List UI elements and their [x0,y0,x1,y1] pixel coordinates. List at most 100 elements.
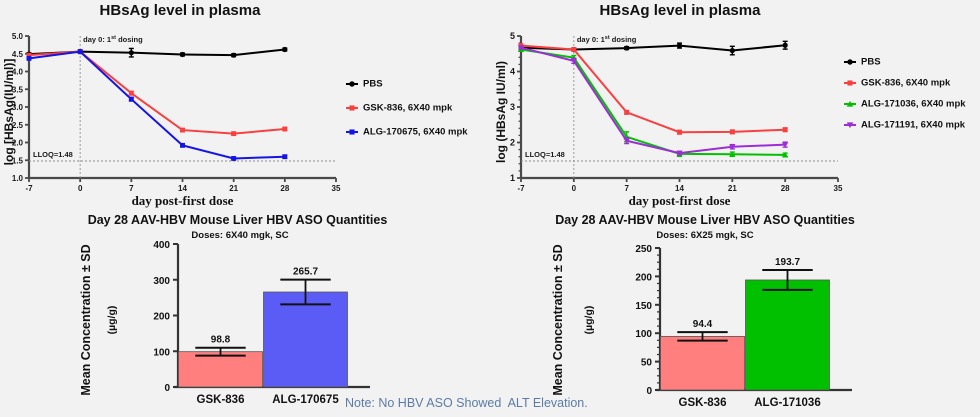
data-point-marker [231,131,237,137]
axes [27,36,336,180]
bar-group: 193.7 ALG-171036 [745,257,830,409]
bar-group: 265.7 ALG-170675 [263,267,348,406]
y-tick-label: 200 [635,272,652,283]
y-tick-label: 4.5 [12,50,24,59]
legend-item: ALG-170675, 6X40 mpk [346,127,468,138]
legend-label: ALG-170675, 6X40 mpk [363,127,468,138]
legend: PBS GSK-836, 6X40 mpk ALG-171036, 6X40 mpk… [844,57,966,131]
legend-item: GSK-836, 6X40 mpk [346,103,453,114]
bar-chart-left-title: Day 28 AAV-HBV Mouse Liver HBV ASO Quant… [87,213,388,227]
bar-chart-right-title: Day 28 AAV-HBV Mouse Liver HBV ASO Quant… [555,213,855,227]
x-tick-label: 35 [332,184,341,193]
y-tick-label: 3.5 [12,85,24,94]
data-point-marker [179,51,186,58]
bar-chart-left-subtitle: Doses: 6X40 mgk, SC [191,230,289,241]
data-point-marker [77,49,83,55]
bar [660,335,745,391]
x-tick-label: 14 [675,184,684,193]
y-tick-label: 200 [153,312,170,323]
y-tick-label: 5 [510,31,515,41]
x-tick-label: -7 [25,184,33,193]
y-tick-label: 0 [646,386,652,397]
data-point-marker [180,142,185,148]
data-point-marker [624,109,630,115]
line-chart-right: HBsAg level in plasma 1 2 3 4 5 -7 0 7 14 21 28 35 d… [490,0,980,210]
data-point-marker [782,42,788,48]
dosing-annotation: day 0: 1st dosing [83,35,143,44]
legend-label: ALG-171191, 6X40 mpk [861,120,966,131]
data-point-marker [676,42,683,49]
y-tick-label: 400 [153,240,170,251]
data-point-marker [677,129,682,135]
bar-category-label: GSK-836 [197,394,245,406]
x-tick-label: 21 [229,184,238,193]
x-tick-label: 35 [834,184,843,193]
legend-marker-icon [847,59,853,65]
data-point-marker [128,96,134,102]
data-point-marker [729,47,735,54]
legend-label: GSK-836, 6X40 mpk [363,103,453,114]
y-axis-unit-label: (µg/g) [583,306,595,335]
alt-elevation-note: Note: No HBV ASO Showed ALT Elevation. [345,396,588,410]
x-axis-ticks: -7 0 7 14 21 28 35 [517,178,843,193]
bar [178,351,263,388]
bar-chart-right-subtitle: Doses: 6X25 mgk, SC [656,230,754,241]
x-axis-label: day post-first dose [132,193,234,208]
y-axis-unit-label: (µg/g) [106,306,118,335]
y-tick-label: 2 [510,138,515,148]
legend-item: PBS [346,79,383,90]
data-point-marker [729,144,736,150]
y-tick-label: 1 [510,173,515,183]
x-axis-ticks: -7 0 7 14 21 28 35 [25,178,341,193]
data-point-marker [26,52,32,58]
bar-chart-left: Day 28 AAV-HBV Mouse Liver HBV ASO Quant… [60,210,490,417]
bar-category-label: ALG-170675 [272,394,339,406]
series-alg-171036 [517,46,789,158]
y-axis-ticks: 0 100 200 300 400 [153,240,178,394]
series-alg-170675 [26,49,288,161]
data-point-marker [676,150,683,157]
y-tick-label: 4 [510,67,515,77]
data-point-marker [128,50,134,56]
legend-label: PBS [861,57,881,68]
data-point-marker [782,142,789,148]
y-axis-label: Mean Concentration ± SD [551,244,565,395]
y-axis-ticks: 1.0 1.5 2.0 2.5 3.0 3.5 4.0 4.5 5.0 [12,32,29,183]
line-chart-left-title: HBsAg level in plasma [99,2,261,19]
svg-text:day 0: 1st dosing: day 0: 1st dosing [83,35,143,44]
data-point-marker [782,127,788,133]
y-tick-label: 5.0 [12,32,24,41]
y-axis-ticks: 0 50 100 150 200 250 [635,244,660,397]
y-tick-label: 3.0 [12,103,24,112]
data-point-marker [282,46,288,53]
legend-marker-icon [846,122,854,129]
data-point-marker [26,55,32,61]
dosing-annotation: day 0: 1st dosing [577,35,637,44]
bar [745,279,830,391]
legend-marker-icon [847,80,853,86]
data-point-marker [729,151,736,157]
x-tick-label: 0 [78,184,83,193]
bar-value-label: 94.4 [693,319,713,330]
bar-chart-right: Day 28 AAV-HBV Mouse Liver HBV ASO Quant… [500,210,940,417]
data-point-marker [231,156,237,161]
y-tick-label: 4.0 [12,68,24,77]
data-point-marker [571,47,577,52]
legend-item: GSK-836, 6X40 mpk [844,78,951,89]
data-point-marker [180,127,185,133]
x-tick-label: 7 [129,184,134,193]
legend-item: ALG-171191, 6X40 mpk [844,120,966,131]
bar-chart-right-svg: 0 50 100 150 200 250 Mean Concentration ± SD (µ… [551,244,852,409]
y-axis-ticks: 1 2 3 4 5 [510,31,521,183]
y-tick-label: 0 [164,383,170,394]
y-tick-label: 1.0 [12,174,24,183]
data-point-marker [231,52,237,58]
line-chart-left-svg: 1.0 1.5 2.0 2.5 3.0 3.5 4.0 4.5 5.0 -7 0 7 14 21 28 35 d… [2,32,468,208]
bar-group: 94.4 GSK-836 [660,319,745,409]
y-tick-label: 50 [641,358,653,369]
y-tick-label: 300 [153,276,170,287]
x-tick-label: 14 [178,184,187,193]
x-tick-label: 7 [624,184,629,193]
svg-text:day 0: 1st dosing: day 0: 1st dosing [577,35,637,44]
y-tick-label: 250 [635,244,652,255]
